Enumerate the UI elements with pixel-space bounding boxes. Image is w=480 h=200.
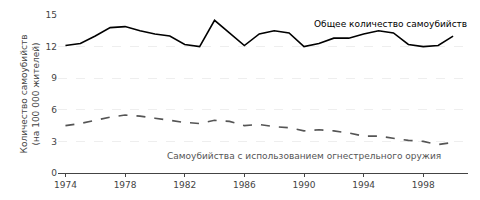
svg-text:1982: 1982 [173,180,196,190]
svg-text:1986: 1986 [233,180,256,190]
svg-text:1990: 1990 [293,180,316,190]
svg-text:1994: 1994 [352,180,375,190]
svg-text:Общее количество самоубийств: Общее количество самоубийств [314,19,467,29]
svg-text:15: 15 [46,10,57,20]
svg-text:1998: 1998 [412,180,435,190]
svg-text:1978: 1978 [114,180,137,190]
svg-text:12: 12 [46,42,57,52]
svg-text:3: 3 [51,137,57,147]
svg-text:Самоубийства с использованием: Самоубийства с использованием огнестрель… [167,151,441,161]
svg-text:0: 0 [51,168,57,178]
svg-text:1974: 1974 [54,180,77,190]
svg-text:Количество самоубийств(на 100: Количество самоубийств(на 100 000 жителе… [19,34,41,153]
svg-text:9: 9 [51,73,57,83]
svg-text:6: 6 [51,105,57,115]
